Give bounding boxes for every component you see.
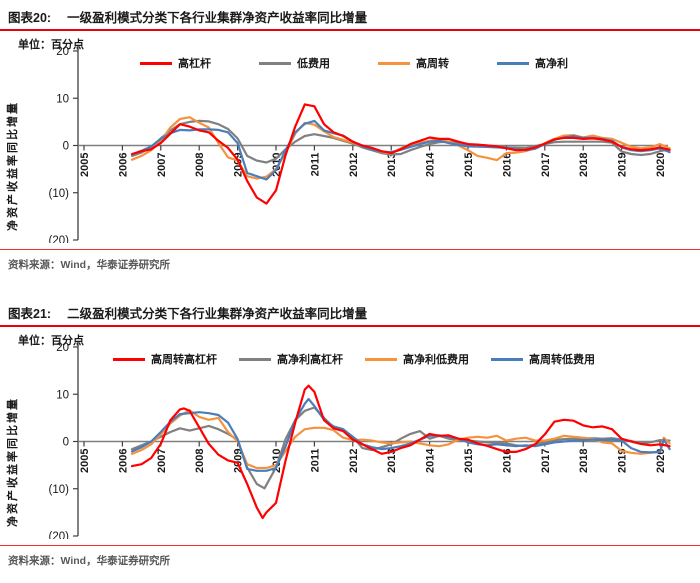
series-line-1 (130, 409, 671, 470)
x-tick-label: 2016 (501, 153, 513, 177)
x-tick-label: 2011 (309, 449, 321, 473)
legend-line-swatch (497, 61, 529, 65)
legend-line-swatch (259, 61, 291, 65)
legend-label: 高周转 (416, 58, 449, 70)
x-tick-label: 2019 (617, 449, 629, 473)
figure-label: 图表21: (8, 307, 52, 321)
figure-21-title-row: 图表21: 二级盈利模式分类下各行业集群净资产收益率同比增量 (0, 296, 700, 327)
legend-line-swatch (113, 357, 145, 361)
x-tick-label: 2015 (463, 449, 475, 473)
legend-item: 低费用 (259, 55, 330, 71)
legend-line-swatch (365, 357, 397, 361)
y-axis-title: 净资产收益率同比增量 (5, 101, 19, 231)
x-tick-label: 2007 (156, 449, 168, 473)
y-tick-label: 10 (56, 389, 69, 401)
x-tick-label: 2018 (578, 449, 590, 473)
y-tick-label: (20) (49, 235, 70, 243)
x-tick-label: 2007 (156, 153, 168, 177)
figure-gap (0, 272, 700, 296)
legend-item: 高净利 (497, 55, 568, 71)
legend-line-swatch (239, 357, 271, 361)
chart-legend: 高杠杆 低费用 高周转 高净利 (140, 55, 568, 71)
figure-20-title-row: 图表20: 一级盈利模式分类下各行业集群净资产收益率同比增量 (0, 0, 700, 31)
figure-bottom-rule (0, 545, 700, 546)
series-line-2 (130, 397, 671, 472)
figure-title: 二级盈利模式分类下各行业集群净资产收益率同比增量 (67, 307, 368, 321)
figure-20-chart-area: 单位：百分点 高杠杆 低费用 高周转 高净利 20 10 0 (10) (20) 2005 200… (0, 31, 700, 247)
legend-label: 高周转高杠杆 (151, 354, 217, 366)
legend-item: 高净利低费用 (365, 351, 469, 367)
unit-label: 单位：百分点 (18, 39, 84, 51)
x-tick-label: 2012 (348, 153, 360, 177)
x-tick-label: 2016 (501, 449, 513, 473)
y-tick-label: 0 (63, 437, 69, 449)
legend-label: 低费用 (297, 58, 330, 70)
legend-item: 高周转低费用 (491, 351, 595, 367)
x-tick-label: 2015 (463, 153, 475, 177)
x-tick-label: 2013 (386, 449, 398, 473)
legend-item: 高周转高杠杆 (113, 351, 217, 367)
x-tick-label: 2005 (79, 153, 91, 177)
legend-label: 高周转低费用 (529, 354, 595, 366)
legend-item: 高杠杆 (140, 55, 211, 71)
figure-20: 图表20: 一级盈利模式分类下各行业集群净资产收益率同比增量 单位：百分点 高杠… (0, 0, 700, 272)
x-tick-label: 2014 (425, 152, 437, 177)
legend-label: 高净利低费用 (403, 354, 469, 366)
figure-21: 图表21: 二级盈利模式分类下各行业集群净资产收益率同比增量 单位：百分点 高周… (0, 296, 700, 568)
x-tick-label: 2014 (425, 448, 437, 473)
x-tick-label: 2018 (578, 153, 590, 177)
x-tick-label: 2019 (617, 153, 629, 177)
x-tick-label: 2005 (79, 449, 91, 473)
chart-plot-container: 20 10 0 (10) (20) 2005 2006 2007 2008 2009 2010 201… (0, 31, 700, 248)
figure-title: 一级盈利模式分类下各行业集群净资产收益率同比增量 (67, 11, 368, 25)
legend-line-swatch (491, 357, 523, 361)
series-line-3 (130, 384, 671, 520)
x-tick-label: 2013 (386, 153, 398, 177)
x-tick-label: 2011 (309, 153, 321, 177)
x-tick-label: 2006 (117, 153, 129, 177)
x-tick-label: 2008 (194, 153, 206, 177)
series-line-0 (130, 406, 671, 490)
unit-label: 单位：百分点 (18, 335, 84, 347)
y-axis-title: 净资产收益率同比增量 (5, 397, 19, 527)
legend-item: 高净利高杠杆 (239, 351, 343, 367)
source-note: 资料来源：Wind，华泰证券研究所 (8, 555, 171, 567)
x-tick-label: 2017 (540, 153, 552, 177)
x-tick-label: 2020 (655, 449, 667, 473)
x-tick-label: 2020 (655, 153, 667, 177)
y-tick-label: 0 (63, 141, 69, 153)
x-tick-label: 2008 (194, 449, 206, 473)
source-note: 资料来源：Wind，华泰证券研究所 (8, 259, 171, 271)
legend-line-swatch (140, 61, 172, 65)
x-tick-label: 2017 (540, 449, 552, 473)
figure-bottom-rule (0, 249, 700, 250)
legend-item: 高周转 (378, 55, 449, 71)
legend-label: 高净利 (535, 58, 568, 70)
y-tick-label: (10) (49, 188, 70, 200)
figure-21-chart-area: 单位：百分点 高周转高杠杆 高净利高杠杆 高净利低费用 高周转低费用 20 10 0 (10… (0, 327, 700, 543)
y-tick-label: (10) (49, 484, 70, 496)
y-tick-label: 20 (56, 46, 69, 58)
chart-plot-container: 20 10 0 (10) (20) 2005 2006 2007 2008 2009 2010 201… (0, 327, 700, 544)
x-tick-label: 2006 (117, 449, 129, 473)
y-tick-label: (20) (49, 531, 70, 539)
series-line-3 (130, 103, 671, 205)
y-tick-label: 20 (56, 342, 69, 354)
chart-legend: 高周转高杠杆 高净利高杠杆 高净利低费用 高周转低费用 (113, 351, 595, 367)
x-tick-label: 2012 (348, 449, 360, 473)
legend-line-swatch (378, 61, 410, 65)
legend-label: 高净利高杠杆 (277, 354, 343, 366)
y-tick-label: 10 (56, 93, 69, 105)
legend-label: 高杠杆 (178, 58, 211, 70)
figure-label: 图表20: (8, 11, 52, 25)
